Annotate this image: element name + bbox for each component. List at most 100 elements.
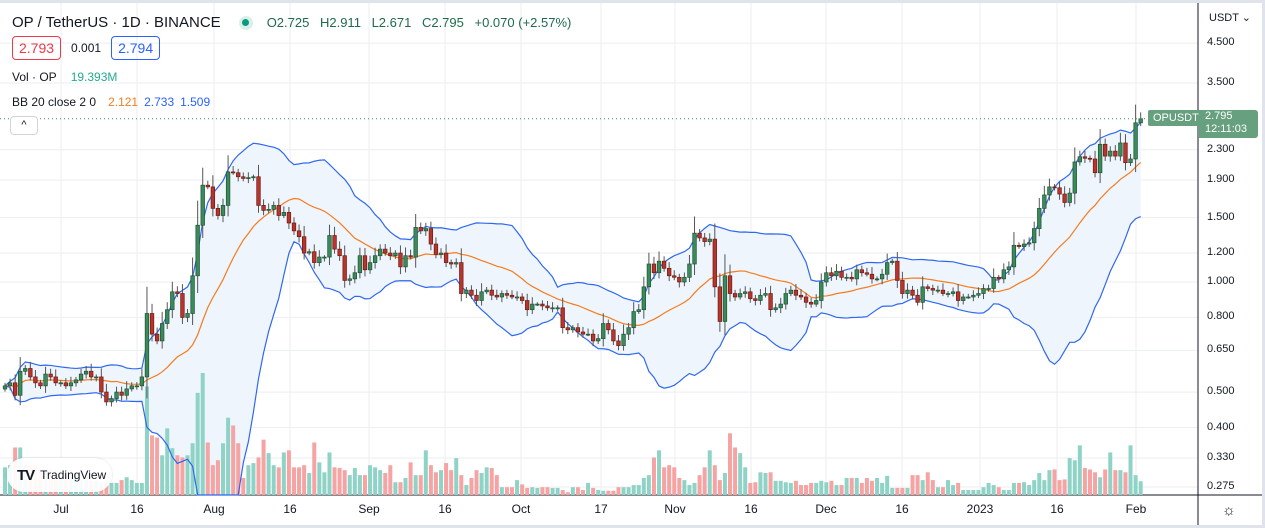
candle-body [722,275,728,322]
candle-body [1092,158,1098,174]
candle-body [519,296,525,301]
volume-bar [935,487,940,495]
candle-body [484,289,489,293]
time-tick-label: 2023 [966,502,994,516]
volume-bar [707,450,712,495]
volume-bar [636,485,641,495]
candle-body [312,251,317,263]
volume-bar [423,450,428,495]
volume-bar [535,487,540,495]
candle-body [1037,208,1042,229]
volume-bar [129,480,134,495]
candle-body [28,368,33,378]
volume-bar [920,480,925,495]
candle-body [636,309,641,312]
price-chart[interactable] [0,3,1262,525]
candle-body [763,293,768,296]
candle-body [956,291,961,301]
candle-body [165,309,170,324]
candle-body [961,296,966,301]
volume-bar [469,477,474,495]
volume-bar [946,480,951,495]
candle-body [231,171,236,174]
candle-body [53,376,58,384]
volume-bar [768,472,773,495]
price-tick-label: 0.800 [1207,310,1235,323]
volume-bar [454,458,459,495]
candle-body [1128,158,1133,164]
volume-bar [976,490,981,495]
candle-body [454,262,459,265]
volume-legend[interactable]: Vol · OP 19.393M [12,70,117,84]
close-value: C2.795 [421,15,464,30]
candle-body [357,255,363,274]
price-tick-label: 1.200 [1207,246,1235,259]
volume-bar [1052,469,1057,495]
volume-bar [733,447,738,495]
candle-body [474,294,479,301]
volume-bar [246,465,251,495]
chart-frame: OP / TetherUS · 1D · BINANCE O2.725 H2.9… [0,3,1262,525]
volume-bar [1042,480,1047,495]
candle-body [347,278,352,281]
symbol-title[interactable]: OP / TetherUS · 1D · BINANCE [12,14,221,31]
volume-bar [226,417,231,495]
candle-body [849,276,854,280]
volume-bar [910,475,915,495]
volume-bar [996,487,1001,495]
volume-bar [1087,469,1092,495]
price-tick-label: 0.330 [1207,451,1235,464]
currency-selector[interactable]: USDT ⌄ [1209,12,1252,24]
volume-bar [428,465,433,495]
collapse-legend-button[interactable]: ^ [10,116,38,135]
volume-bar [859,482,864,495]
buy-button[interactable]: 2.794 [111,36,161,60]
candle-body [383,248,388,254]
candle-body [393,252,398,257]
volume-bar [966,490,971,495]
volume-bar [281,452,286,495]
volume-bar [1082,468,1087,495]
price-tick-label: 1.000 [1207,275,1235,287]
volume-bar [798,485,803,495]
volume-bar [1067,458,1072,495]
volume-bar [580,490,585,495]
settings-gear-icon[interactable]: ☼ [1222,502,1236,519]
candle-body [1062,193,1067,203]
time-tick-label: Dec [815,502,837,516]
candle-body [195,224,200,277]
volume-bar [433,472,438,495]
volume-bar [824,482,829,495]
candle-body [1108,150,1113,157]
volume-bar [1022,482,1027,495]
candle-body [129,385,134,390]
volume-bar [540,487,545,495]
sell-button[interactable]: 2.793 [12,36,62,60]
candle-body [1067,192,1072,203]
volume-bar [261,439,266,495]
time-tick-label: 16 [130,502,144,516]
volume-bar [778,480,783,495]
candle-body [63,382,68,387]
candle-body [215,208,221,216]
last-price-tag: 2.795 12:11:03 [1199,110,1258,138]
volume-bar [504,487,509,495]
candle-body [1001,269,1006,280]
bb-legend[interactable]: BB 20 close 2 0 2.121 2.733 1.509 [12,95,210,109]
candle-body [423,228,428,232]
candle-body [727,275,733,294]
change-value: +0.070 (+2.57%) [474,15,572,30]
candle-body [702,237,707,242]
volume-bar [378,470,383,495]
candle-body [104,391,109,403]
tradingview-logo[interactable]: TV TradingView [7,458,112,492]
volume-bar [875,477,880,495]
volume-bar [925,472,930,495]
candle-body [73,379,79,384]
candle-body [555,307,560,310]
volume-bar [895,487,900,495]
candle-body [1006,266,1012,271]
bid-ask-row: 2.793 0.001 2.794 [12,36,161,60]
candle-body [667,267,672,277]
volume-bar [150,435,155,495]
